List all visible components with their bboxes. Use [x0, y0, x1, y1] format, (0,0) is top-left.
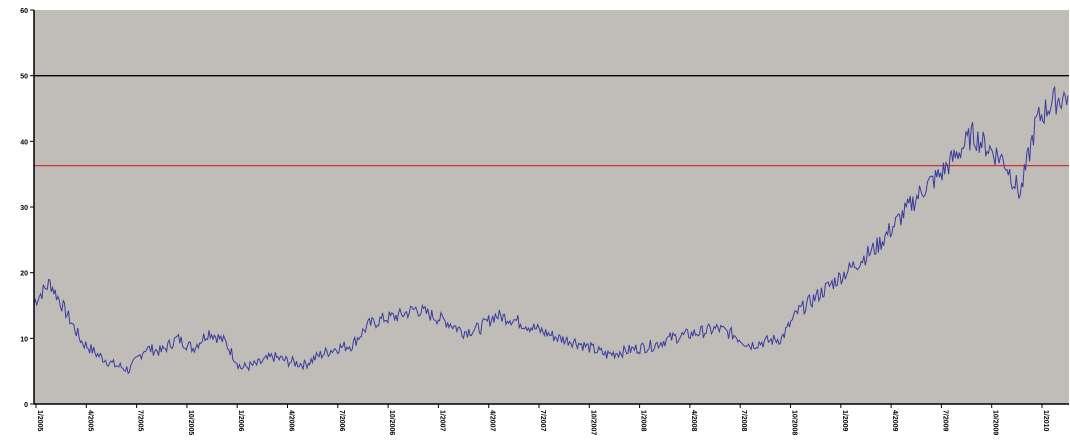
x-tick-label: 7/2007: [539, 410, 546, 432]
x-tick-label: 1/2008: [640, 410, 647, 432]
price-series-line: [33, 85, 1069, 375]
x-tick-label: 1/2005: [36, 410, 43, 432]
x-tick-label: 1/2010: [1042, 410, 1049, 432]
x-tick-label: 1/2006: [237, 410, 244, 432]
x-tick-label: 1/2009: [841, 410, 848, 432]
x-tick-label: 1/2007: [438, 410, 445, 432]
y-tick-label: 10: [20, 336, 28, 343]
x-tick-label: 10/2008: [791, 410, 798, 435]
x-tick-label: 4/2005: [86, 410, 93, 432]
x-tick-label: 4/2008: [690, 410, 697, 432]
x-tick-label: 10/2006: [388, 410, 395, 435]
x-tick-label: 7/2006: [338, 410, 345, 432]
y-tick-label: 40: [20, 139, 28, 146]
y-tick-label: 30: [20, 205, 28, 212]
x-tick-label: 7/2005: [137, 410, 144, 432]
y-tick-label: 20: [20, 271, 28, 278]
y-tick-label: 60: [20, 8, 28, 15]
x-tick-label: 10/2007: [589, 410, 596, 435]
y-tick-label: 0: [24, 402, 28, 409]
x-tick-label: 4/2007: [489, 410, 496, 432]
x-tick-label: 7/2008: [740, 410, 747, 432]
x-tick-label: 10/2009: [992, 410, 999, 435]
y-tick-label: 50: [20, 74, 28, 81]
x-tick-label: 4/2009: [891, 410, 898, 432]
x-tick-label: 7/2009: [941, 410, 948, 432]
x-tick-label: 10/2005: [187, 410, 194, 435]
x-tick-label: 4/2006: [288, 410, 295, 432]
